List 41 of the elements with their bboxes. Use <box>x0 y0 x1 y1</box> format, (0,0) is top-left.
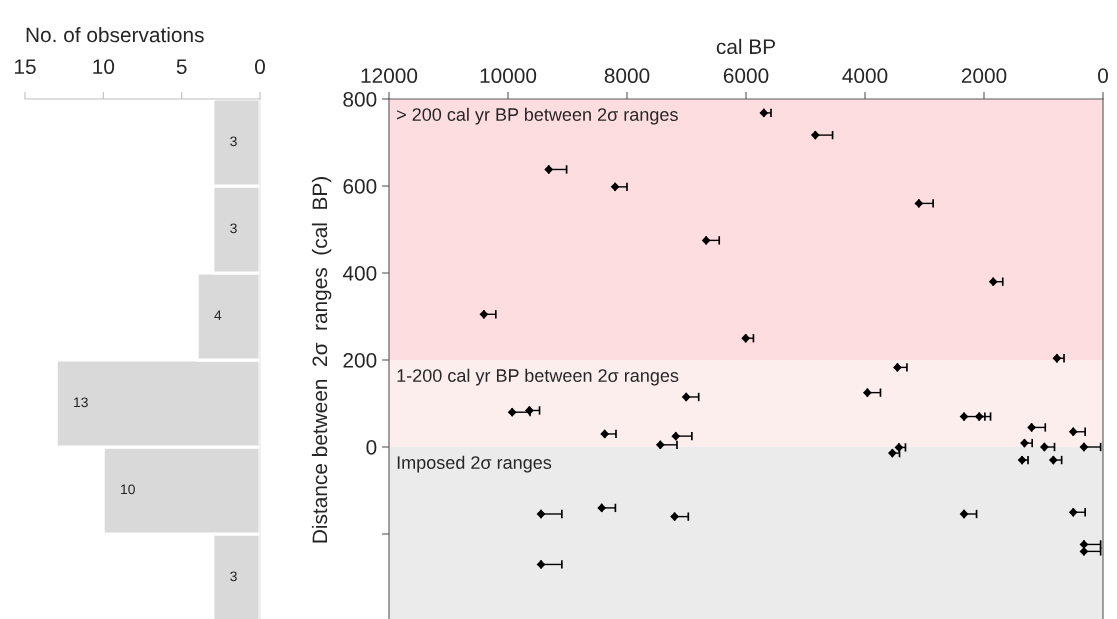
x-tick-label: 6000 <box>723 68 769 84</box>
y-tick-label: 400 <box>342 266 377 281</box>
band-label: 1-200 cal yr BP between 2σ ranges <box>397 368 679 386</box>
band-label: Imposed 2σ ranges <box>397 455 552 473</box>
x-tick-label: 2000 <box>961 68 1007 84</box>
point <box>914 199 923 208</box>
x-axis-title: cal BP <box>716 38 776 55</box>
x-tick-label: 15 <box>15 59 36 75</box>
x-tick-label: 12000 <box>361 68 418 84</box>
point <box>1017 455 1027 465</box>
point <box>1079 442 1089 452</box>
x-tick-label: 8000 <box>604 68 650 84</box>
data-label: 13 <box>74 397 88 408</box>
point <box>702 236 711 245</box>
point <box>1052 354 1062 363</box>
x-axis-title: No. of observations <box>26 26 204 43</box>
x-tick-label: 10 <box>93 59 115 75</box>
data-label: 4 <box>214 310 222 321</box>
y-axis-title: Distance between 2σ ranges (cal BP) <box>311 177 332 543</box>
x-tick-label: 5 <box>176 59 187 75</box>
point <box>536 560 546 569</box>
data-label: 10 <box>121 484 135 495</box>
point <box>959 509 969 519</box>
point <box>479 310 489 319</box>
x-tick-label: 10000 <box>480 68 537 84</box>
point <box>536 509 546 519</box>
band-label: > 200 cal yr BP between 2σ ranges <box>397 107 678 125</box>
y-tick-label: 0 <box>366 440 377 455</box>
data-label: 3 <box>230 136 237 147</box>
x-tick-label: 0 <box>1098 68 1108 84</box>
x-tick-label: 0 <box>255 59 265 75</box>
point <box>508 408 517 417</box>
data-label: 3 <box>230 223 237 234</box>
y-tick-label: 200 <box>343 353 377 368</box>
point <box>610 182 620 192</box>
y-tick-label: 800 <box>343 92 377 107</box>
data-label: 3 <box>230 571 237 582</box>
point <box>759 108 768 118</box>
x-tick-label: 4000 <box>842 68 888 84</box>
y-tick-label: 600 <box>343 179 377 194</box>
point <box>959 412 969 421</box>
